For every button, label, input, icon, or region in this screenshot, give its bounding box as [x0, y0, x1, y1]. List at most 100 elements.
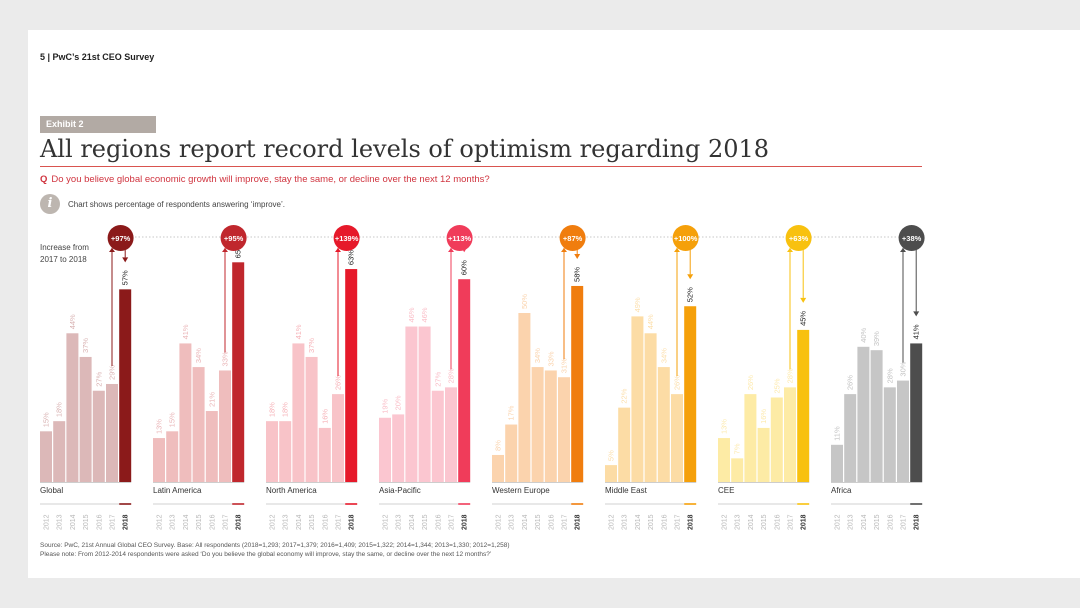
year-tick-label: 2013 [622, 514, 629, 530]
year-tick-label: 2017 [788, 514, 795, 530]
arrow-up-icon [109, 248, 115, 252]
bar [318, 427, 331, 482]
increase-label-line1: Increase from [40, 243, 89, 252]
year-tick-label: 2014 [861, 514, 868, 530]
year-tick-label: 2016 [548, 514, 555, 530]
data-label: 33% [221, 351, 230, 366]
year-tick-label: 2015 [761, 514, 768, 530]
year-tick-label: 2018 [914, 514, 921, 530]
bar [405, 326, 418, 482]
bar [684, 306, 697, 482]
data-label: 26% [334, 375, 343, 390]
arrow-up-icon [787, 248, 793, 252]
year-tick-label: 2014 [296, 514, 303, 530]
region-label: Western Europe [492, 486, 550, 495]
data-label: 7% [733, 443, 742, 454]
data-label: 44% [68, 314, 77, 329]
data-label: 13% [155, 419, 164, 434]
page-header: 5 | PwC’s 21st CEO Survey [40, 52, 155, 62]
bar [418, 326, 431, 482]
year-tick-label: 2014 [635, 514, 642, 530]
bar [40, 431, 52, 482]
chart-title: All regions report record levels of opti… [40, 135, 770, 163]
bar [232, 262, 245, 482]
bar [844, 394, 857, 482]
bar [784, 387, 796, 482]
year-tick-label: 2018 [349, 514, 356, 530]
year-tick-label: 2015 [535, 514, 542, 530]
increase-label: Increase from 2017 to 2018 [40, 242, 110, 266]
bar [797, 329, 810, 482]
arrow-up-icon [674, 248, 680, 252]
bar [292, 343, 305, 482]
year-tick-label: 2015 [648, 514, 655, 530]
data-label: 18% [268, 402, 277, 417]
year-tick-label: 2018 [462, 514, 469, 530]
increase-label-line2: 2017 to 2018 [40, 255, 87, 264]
bar [305, 356, 318, 482]
data-label: 27% [94, 371, 103, 386]
year-tick-label: 2018 [801, 514, 808, 530]
bar [857, 346, 870, 482]
arrow-down-icon [800, 297, 807, 303]
data-label: 41% [181, 324, 190, 339]
increase-badge [785, 225, 812, 251]
bar [518, 313, 531, 482]
data-label: 13% [720, 419, 729, 434]
year-tick-label: 2017 [110, 514, 117, 530]
data-label: 41% [912, 324, 921, 339]
bar [379, 417, 391, 482]
year-tick-label: 2013 [57, 514, 64, 530]
bar [505, 424, 518, 482]
data-label: 44% [646, 314, 655, 329]
bar [345, 269, 358, 482]
bar [897, 380, 909, 482]
bar [205, 411, 218, 482]
data-label: 37% [81, 338, 90, 353]
increase-value: +113% [448, 234, 471, 243]
bar [910, 343, 923, 482]
region-label: CEE [718, 486, 734, 495]
bar [618, 407, 631, 482]
data-label: 65% [234, 243, 243, 258]
year-tick-label: 2018 [123, 514, 130, 530]
data-label: 41% [294, 324, 303, 339]
year-tick-label: 2016 [322, 514, 329, 530]
bar [92, 390, 105, 482]
bar [558, 377, 570, 482]
year-tick-label: 2016 [209, 514, 216, 530]
data-label: 18% [281, 402, 290, 417]
data-label: 31% [560, 358, 569, 373]
data-label: 26% [673, 375, 682, 390]
data-label: 46% [407, 307, 416, 322]
arrow-up-icon [561, 248, 567, 252]
bar [831, 444, 843, 482]
year-tick-label: 2016 [435, 514, 442, 530]
increase-badge [672, 225, 699, 251]
data-label: 60% [460, 260, 469, 275]
year-tick-label: 2012 [44, 514, 51, 530]
year-tick-label: 2017 [336, 514, 343, 530]
data-label: 34% [194, 348, 203, 363]
data-label: 28% [447, 368, 456, 383]
bar [53, 421, 66, 482]
bar [731, 458, 744, 482]
bar [279, 421, 292, 482]
data-label: 29% [108, 365, 117, 380]
bar [445, 387, 457, 482]
data-label: 5% [607, 450, 616, 461]
year-tick-label: 2016 [774, 514, 781, 530]
year-tick-label: 2017 [449, 514, 456, 530]
increase-badge [107, 225, 134, 251]
year-tick-label: 2013 [848, 514, 855, 530]
bar [883, 387, 896, 482]
arrow-up-icon [222, 248, 228, 252]
year-tick-label: 2015 [309, 514, 316, 530]
data-label: 17% [507, 405, 516, 420]
year-tick-label: 2016 [96, 514, 103, 530]
arrow-down-icon [913, 311, 920, 317]
year-tick-label: 2015 [83, 514, 90, 530]
region-label: Africa [831, 486, 852, 495]
data-label: 19% [381, 398, 390, 413]
year-tick-label: 2014 [522, 514, 529, 530]
